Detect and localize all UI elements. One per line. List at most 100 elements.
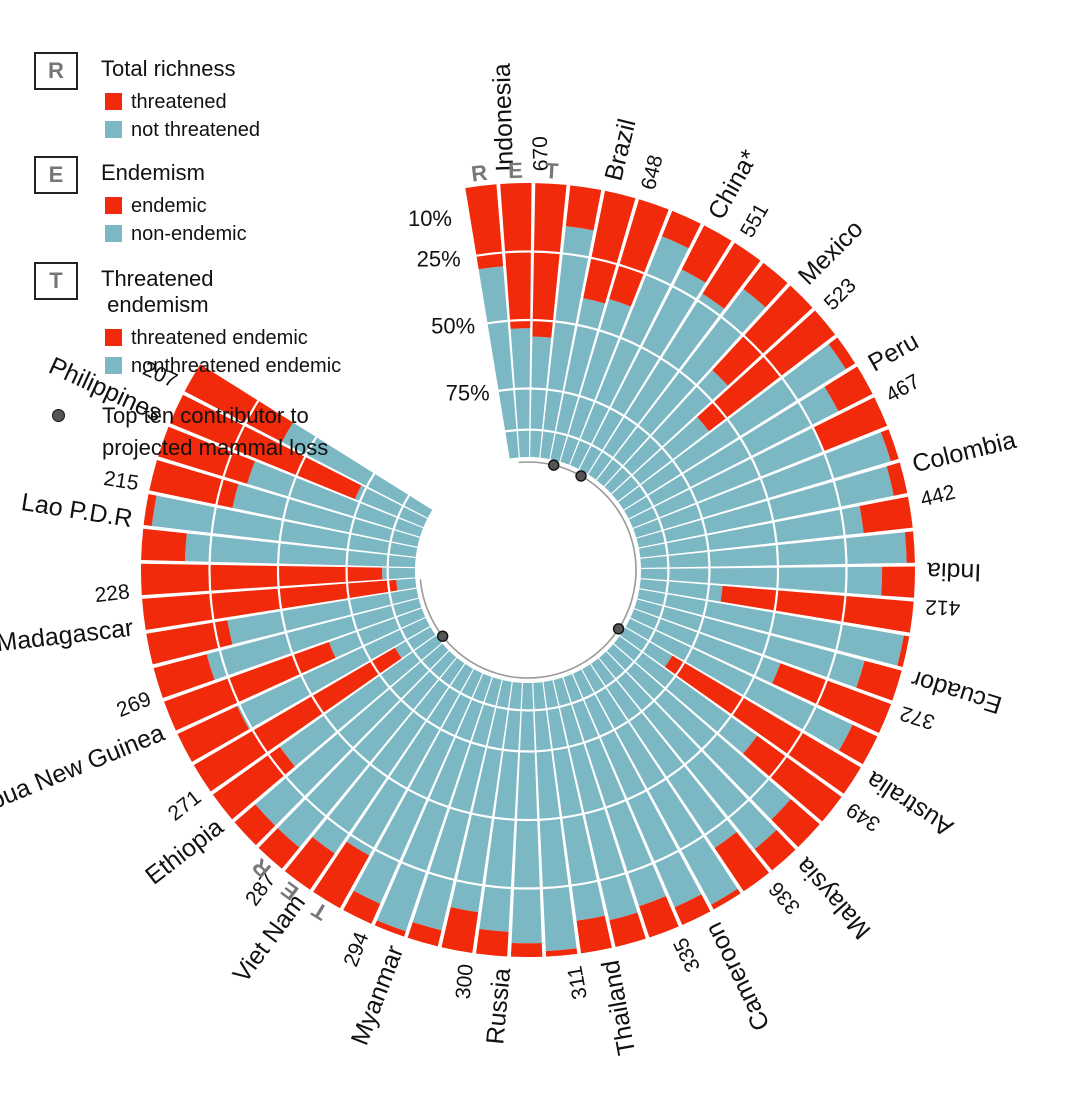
bar-red-E <box>674 894 711 925</box>
bar-blue-T <box>450 680 512 913</box>
country-name: Malaysia <box>790 852 876 945</box>
bar-blue-E <box>151 495 418 557</box>
legend-swatch <box>105 121 122 138</box>
grid-ring <box>276 498 290 564</box>
grid-ring <box>620 336 679 372</box>
bar-red-R <box>609 912 646 947</box>
bar-red-E <box>284 836 335 890</box>
legend-letter-box: E <box>34 156 78 194</box>
bar-blue-T <box>394 626 436 659</box>
legend-title: Total richness <box>101 56 236 81</box>
bar-blue-E <box>543 680 605 921</box>
bar-red-E <box>576 915 612 954</box>
bar-red-T <box>153 654 215 699</box>
legend-letter-box: T <box>34 262 78 300</box>
bar-blue-R <box>255 643 449 826</box>
country-count: 336 <box>765 877 805 918</box>
grid-ring <box>287 436 318 497</box>
legend-title: Endemism <box>101 160 205 185</box>
bar-red-T <box>720 585 914 633</box>
bar-blue-E <box>396 578 417 591</box>
ring-letter: T <box>544 158 559 184</box>
legend-item: threatened endemic <box>105 326 308 350</box>
bar-blue-T <box>630 609 781 684</box>
grid-ring <box>375 848 455 881</box>
legend-item: endemic <box>105 194 207 218</box>
grid-ring <box>543 429 580 441</box>
bar-red-T <box>609 199 669 307</box>
bar-red-T <box>859 496 913 534</box>
bar-blue-T <box>281 422 433 518</box>
bar-red-R <box>565 185 602 231</box>
country-wedge <box>441 680 543 958</box>
grid-ring <box>696 503 710 551</box>
country-name: Madagascar <box>0 614 135 658</box>
country-count: 294 <box>339 929 373 970</box>
bar-red-R <box>897 635 910 668</box>
country-wedge <box>630 589 910 734</box>
country-count: 269 <box>113 687 154 722</box>
country-name: Cameroon <box>700 918 776 1035</box>
country-count: 670 <box>529 136 553 172</box>
country-count: 372 <box>897 701 937 733</box>
top-ten-dots <box>436 459 625 642</box>
grid-ring <box>773 544 780 611</box>
grid-ring <box>496 705 534 712</box>
legend-swatch <box>105 329 122 346</box>
grid-ring <box>562 252 645 275</box>
country-count: 467 <box>882 370 924 407</box>
bar-red-R <box>146 620 233 665</box>
bar-red-T <box>258 828 300 869</box>
country-wedge <box>258 651 474 909</box>
bar-blue-T <box>590 658 737 849</box>
country-wedge <box>596 262 836 502</box>
grid-ring <box>646 273 720 317</box>
bar-red-T <box>772 663 892 734</box>
bar-red-T <box>714 832 770 892</box>
bar-red-T <box>441 907 479 953</box>
legend-item: non-endemic <box>105 222 247 246</box>
grid-ring <box>606 777 666 809</box>
bar-red-R <box>880 429 899 462</box>
bar-red-E <box>169 394 362 500</box>
grid-ring <box>753 612 776 676</box>
top-ten-dot <box>575 470 587 482</box>
country-name: Mexico <box>793 215 869 291</box>
bar-red-T <box>743 735 842 822</box>
grid-ring <box>654 593 668 630</box>
bar-red-R <box>313 841 370 909</box>
legend-item: threatened <box>105 90 227 114</box>
bar-blue-E <box>328 608 426 658</box>
bar-red-T <box>532 183 567 338</box>
bar-blue-E <box>479 681 522 932</box>
country-wedge <box>570 210 761 480</box>
grid-ring <box>657 518 669 555</box>
country-wedge <box>590 644 820 892</box>
grid-ring <box>679 370 728 419</box>
bar-red-R <box>711 888 741 910</box>
bar-red-E <box>212 746 295 820</box>
grid-ring <box>691 600 708 647</box>
legend-letter-box: R <box>34 52 78 90</box>
bar-red-T <box>184 364 294 442</box>
country-count: 349 <box>843 798 885 836</box>
bar-blue-E <box>604 370 728 494</box>
legend-label: non-endemic <box>131 223 247 245</box>
bars-layer <box>141 183 915 958</box>
bar-red-E <box>754 829 796 871</box>
grid-ring <box>405 640 431 671</box>
grid-ring <box>726 419 762 478</box>
grid-ring <box>841 538 848 622</box>
grid-ring <box>476 250 560 257</box>
grid-ring <box>542 872 626 890</box>
bar-blue-E <box>550 298 606 462</box>
grid-ring <box>285 633 312 695</box>
scale-ticks: 10% 25% 50% 75% <box>408 206 490 405</box>
grid-ring <box>440 728 486 748</box>
bar-red-T <box>702 242 761 309</box>
bar-red-T <box>639 896 679 938</box>
grid-ring <box>665 555 670 593</box>
scale-tick-label: 50% <box>431 313 475 338</box>
legend-item: not threatened <box>105 118 260 142</box>
